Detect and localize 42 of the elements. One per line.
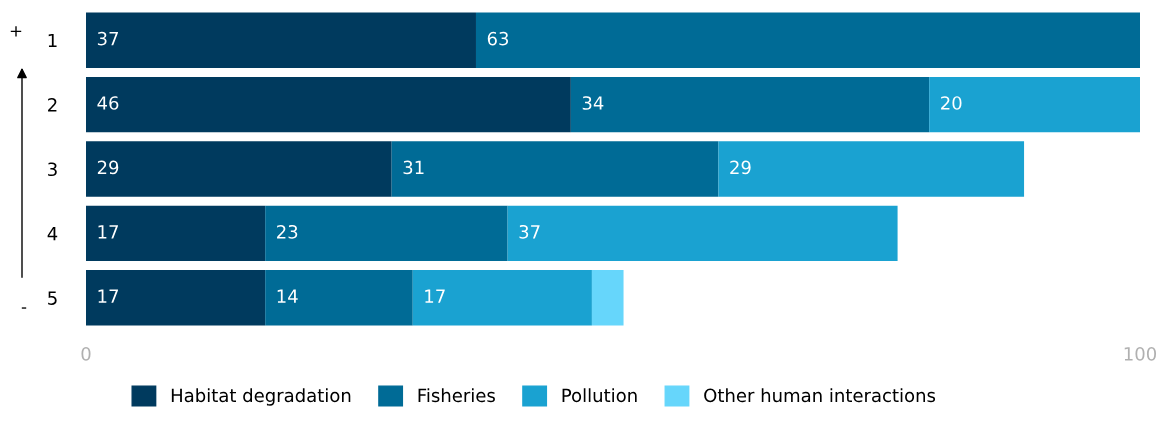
data-label: 31 bbox=[403, 160, 424, 175]
y-tick-label: 1 bbox=[48, 33, 57, 48]
y-tick-label: 5 bbox=[48, 291, 57, 305]
bar bbox=[391, 141, 719, 197]
data-label: 29 bbox=[97, 160, 119, 175]
y-tick-label: 3 bbox=[48, 162, 57, 177]
legend-label: Pollution bbox=[562, 388, 637, 403]
data-label: 46 bbox=[97, 96, 119, 110]
bar bbox=[86, 12, 476, 68]
data-label: 37 bbox=[97, 31, 118, 46]
data-label: 34 bbox=[582, 96, 604, 110]
bar bbox=[86, 205, 266, 262]
bar bbox=[718, 141, 1025, 197]
bar bbox=[929, 76, 1140, 133]
bar bbox=[86, 270, 266, 326]
data-label: 17 bbox=[425, 289, 445, 303]
bar bbox=[265, 270, 413, 326]
data-label: 37 bbox=[519, 224, 540, 239]
data-label: 17 bbox=[98, 225, 118, 239]
y-tick-label: 2 bbox=[48, 98, 57, 112]
bar bbox=[570, 76, 930, 133]
legend-label: Fisheries bbox=[418, 388, 495, 403]
data-label: 63 bbox=[487, 31, 509, 46]
x-tick-label: 0 bbox=[81, 346, 91, 361]
data-label: 14 bbox=[277, 289, 298, 303]
bar bbox=[86, 76, 571, 133]
data-label: 17 bbox=[98, 289, 118, 303]
data-label: 29 bbox=[730, 160, 751, 175]
bar bbox=[475, 12, 1140, 68]
bar bbox=[86, 141, 392, 197]
text: - bbox=[21, 307, 27, 309]
y-tick-label: 4 bbox=[47, 227, 58, 241]
x-tick-label: 100 bbox=[1124, 346, 1157, 361]
text: + bbox=[10, 26, 22, 37]
bar bbox=[507, 205, 898, 262]
bar bbox=[265, 205, 508, 262]
bar bbox=[412, 270, 592, 326]
data-label: 23 bbox=[277, 224, 298, 239]
legend-label: Habitat degradation bbox=[171, 388, 351, 406]
legend-label: Other human interactions bbox=[704, 388, 936, 403]
bar bbox=[591, 270, 624, 326]
data-label: 20 bbox=[941, 96, 962, 110]
